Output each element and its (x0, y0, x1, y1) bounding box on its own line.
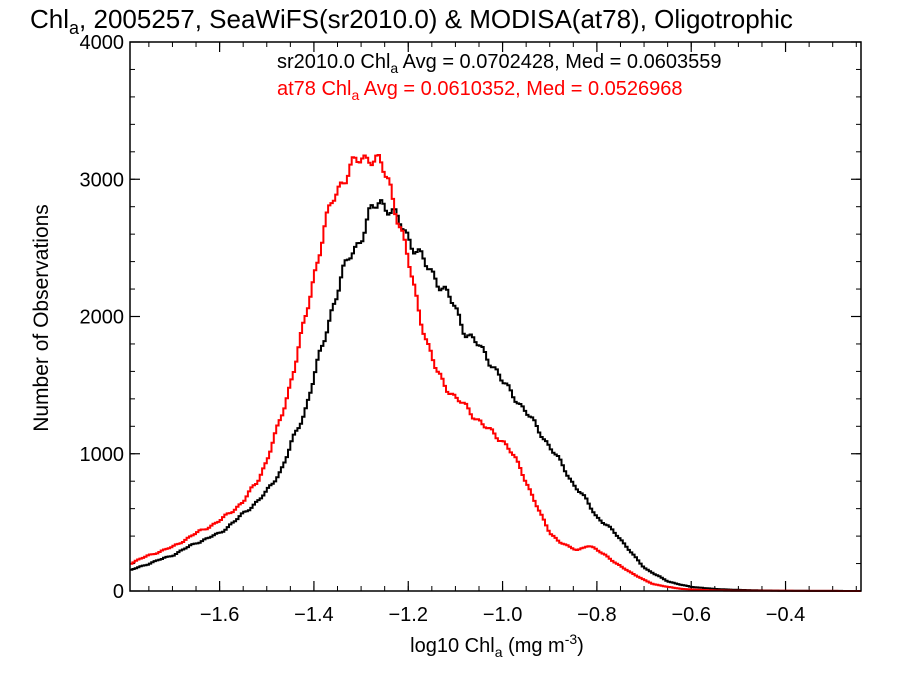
series-line-red (130, 154, 861, 592)
y-tick-label: 3000 (80, 169, 125, 191)
x-tick-label: −1.2 (389, 604, 428, 626)
y-tick-label: 4000 (80, 32, 125, 54)
chart-title: Chla, 2005257, SeaWiFS(sr2010.0) & MODIS… (30, 4, 793, 38)
x-tick-label: −0.8 (577, 604, 616, 626)
x-tick-label: −1.0 (483, 604, 522, 626)
x-tick-label: −0.6 (671, 604, 710, 626)
series-stats-label-black: sr2010.0 Chla Avg = 0.0702428, Med = 0.0… (277, 51, 721, 76)
x-tick-label: −1.6 (200, 604, 239, 626)
y-tick-label: 2000 (80, 307, 125, 329)
plot-frame (129, 41, 862, 592)
x-axis-label: log10 Chla (mg m-3) (410, 631, 584, 660)
x-tick-label: −1.4 (294, 604, 333, 626)
series-layer (130, 154, 861, 592)
y-tick-label: 1000 (80, 444, 125, 466)
y-axis-label: Number of Observations (30, 204, 53, 432)
ticks-layer: −1.6 −1.4 −1.2 −1.0 −0.8 −0.6 −0.4 0 1000 2000 300… (80, 32, 861, 626)
x-tick-label: −0.4 (766, 604, 805, 626)
series-stats-label-red: at78 Chla Avg = 0.0610352, Med = 0.05269… (277, 78, 683, 103)
series-line-black (130, 199, 861, 592)
y-tick-label: 0 (113, 581, 124, 603)
